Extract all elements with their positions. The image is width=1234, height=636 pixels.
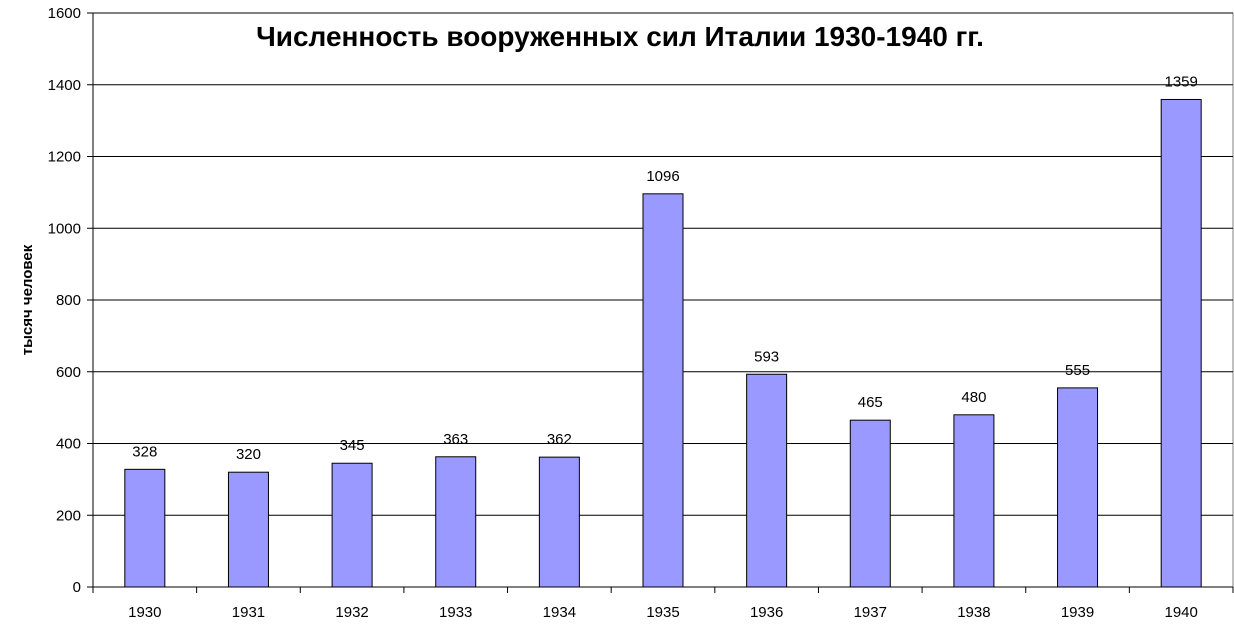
bar-1934: [538, 456, 580, 588]
bar-1937: [849, 419, 891, 588]
data-label: 345: [340, 437, 365, 454]
bar-1935: [642, 193, 684, 588]
bar-1933: [435, 456, 477, 588]
x-tick-label: 1934: [543, 604, 576, 621]
data-label: 1096: [646, 168, 679, 185]
x-tick-label: 1938: [957, 604, 990, 621]
y-tick-label: 400: [56, 436, 81, 453]
y-tick-label: 1600: [48, 5, 81, 22]
y-tick-label: 800: [56, 292, 81, 309]
bar-1940: [1160, 98, 1202, 588]
bar-1930: [124, 468, 166, 588]
bar-1939: [1057, 387, 1099, 588]
data-label: 480: [961, 389, 986, 406]
bar-1936: [746, 373, 788, 588]
y-tick-label: 1400: [48, 77, 81, 94]
x-tick-label: 1935: [646, 604, 679, 621]
data-label: 362: [547, 431, 572, 448]
y-axis-label: тысяч человек: [19, 244, 36, 355]
bar-1938: [953, 414, 995, 588]
x-tick-label: 1933: [439, 604, 472, 621]
x-tick-label: 1936: [750, 604, 783, 621]
y-tick-label: 1000: [48, 220, 81, 237]
x-tick-label: 1939: [1061, 604, 1094, 621]
chart-title: Численность вооруженных сил Италии 1930-…: [256, 21, 984, 52]
y-tick-label: 1200: [48, 149, 81, 166]
y-tick-label: 200: [56, 507, 81, 524]
data-label: 593: [754, 348, 779, 365]
y-tick-label: 600: [56, 364, 81, 381]
data-label: 363: [443, 431, 468, 448]
x-tick-label: 1937: [854, 604, 887, 621]
x-tick-label: 1940: [1164, 604, 1197, 621]
x-tick-label: 1932: [335, 604, 368, 621]
data-label: 555: [1065, 362, 1090, 379]
x-tick-label: 1931: [232, 604, 265, 621]
data-label: 465: [858, 394, 883, 411]
bars: [124, 98, 1202, 588]
bar-1932: [331, 462, 373, 588]
axes: 0 200 400 600 800 1000 1200 1400 1600: [48, 5, 1234, 596]
x-tick-label: 1930: [128, 604, 161, 621]
data-label: 320: [236, 446, 261, 463]
data-label: 1359: [1164, 73, 1197, 90]
labels: 1930 328 1931 320 1932 345 1933 363 1934 362 1935 1…: [128, 73, 1198, 621]
data-label: 328: [132, 443, 157, 460]
bar-1931: [227, 471, 269, 588]
y-tick-label: 0: [73, 579, 81, 596]
